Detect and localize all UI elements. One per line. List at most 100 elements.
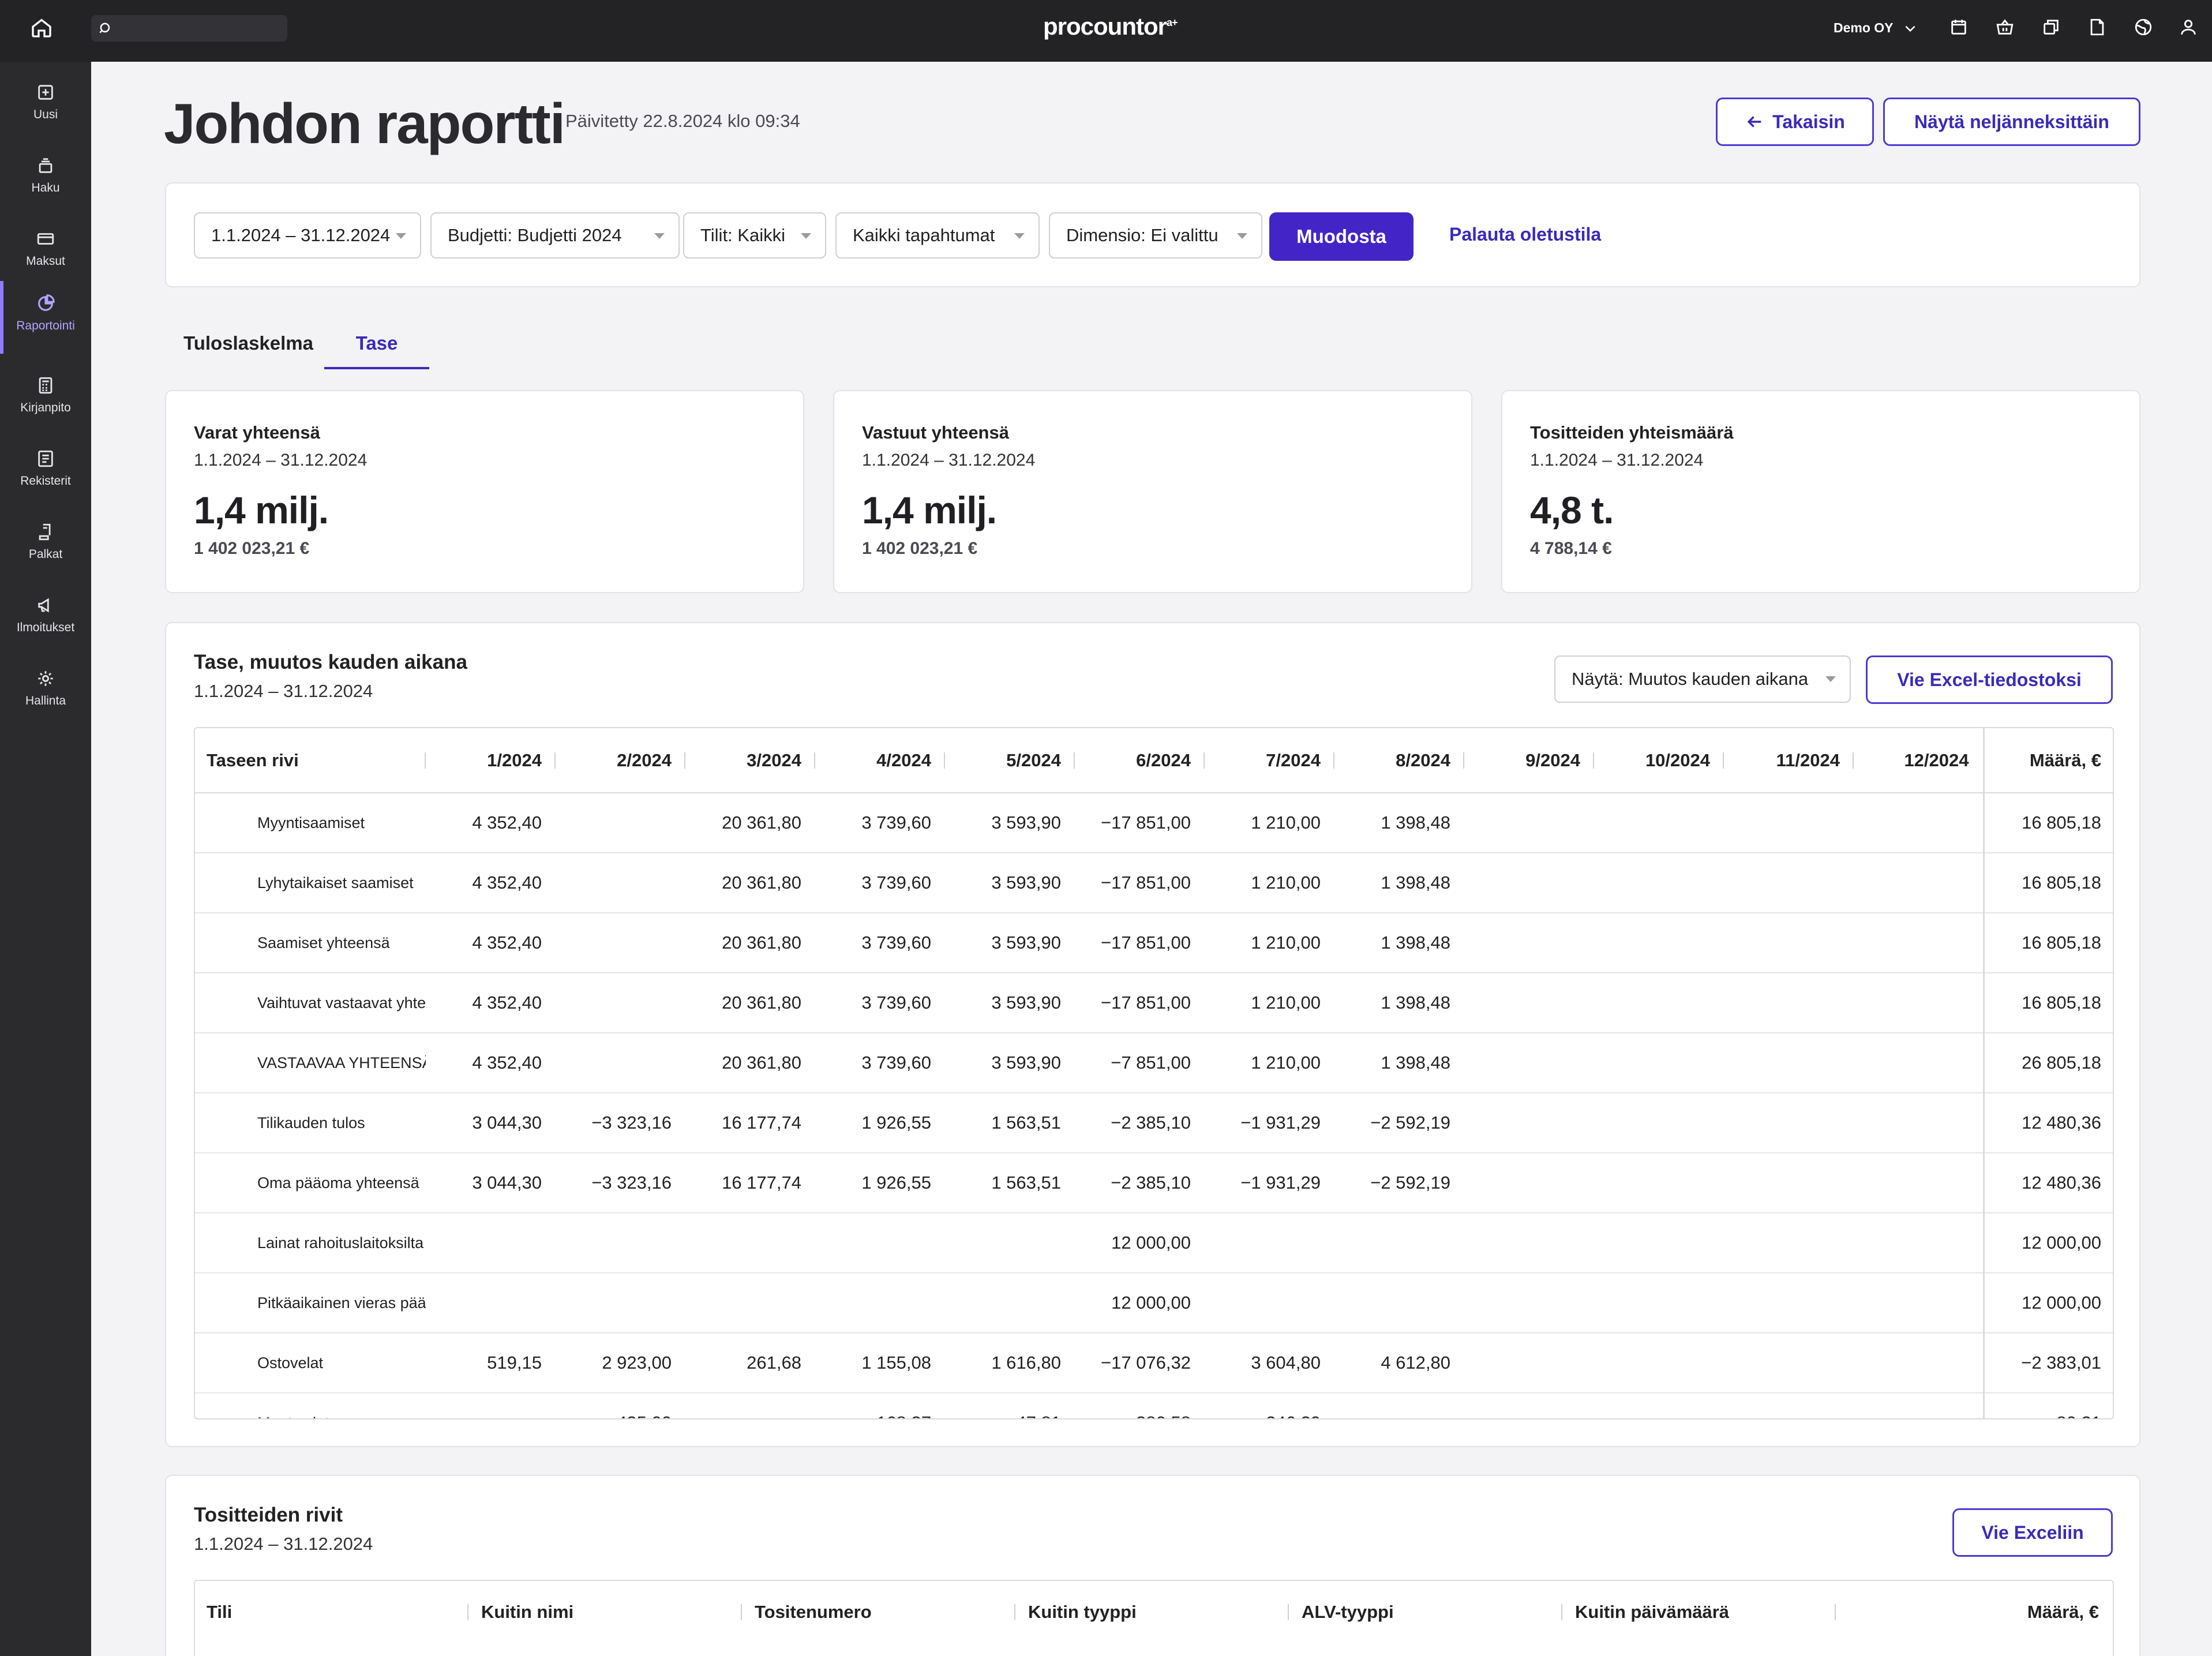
events-select[interactable]: Kaikki tapahtumat [835, 212, 1040, 258]
sidebar-item-raportointi[interactable]: Raportointi [0, 281, 91, 354]
table-cell: −17 076,32 [1075, 1333, 1205, 1393]
dimension-select-value: Dimensio: Ei valittu [1066, 225, 1219, 245]
table-cell: 4 352,40 [426, 793, 556, 853]
table-cell: 1 563,51 [945, 1093, 1075, 1153]
table-row[interactable]: Lainat rahoituslaitoksilta 12 000,00 12 00… [195, 1213, 2113, 1273]
column-header[interactable]: 3/2024 [685, 728, 815, 793]
gear-icon [38, 671, 53, 686]
show-quarterly-button[interactable]: Näytä neljänneksittäin [1883, 98, 2140, 146]
table-row[interactable]: Tilikauden tulos 3 044,30 −3 323,16 16 177,… [195, 1093, 2113, 1153]
sidebar-item-rekisterit[interactable]: Rekisterit [0, 436, 91, 509]
generate-button[interactable]: Muodosta [1269, 212, 1414, 261]
column-header[interactable]: 12/2024 [1854, 728, 1984, 793]
tab-balance-sheet[interactable]: Tase [355, 332, 398, 354]
column-header[interactable]: Kuitin nimi [481, 1602, 574, 1622]
table-cell: 3 593,90 [945, 973, 1075, 1033]
column-header[interactable]: Kuitin päivämäärä [1575, 1602, 1730, 1622]
column-header[interactable]: 6/2024 [1075, 728, 1205, 793]
table-cell: 20 361,80 [685, 1033, 815, 1093]
column-header[interactable]: Määrä, € [2027, 1602, 2099, 1622]
table-row[interactable]: Oma pääoma yhteensä 3 044,30 −3 323,16 16 1… [195, 1153, 2113, 1213]
column-header[interactable]: 1/2024 [426, 728, 556, 793]
row-label: VASTAAVAA YHTEENSÄ [195, 1033, 426, 1093]
tab-income-statement[interactable]: Tuloslaskelma [183, 332, 313, 354]
sidebar-item-uusi[interactable]: Uusi [0, 70, 91, 143]
kpi-title: Varat yhteensä [194, 422, 320, 443]
sidebar-item-hallinta[interactable]: Hallinta [0, 656, 91, 729]
period-select[interactable]: 1.1.2024 – 31.12.2024 [194, 212, 421, 258]
table-cell [1724, 1273, 1854, 1333]
column-header-label: Määrä, € [2029, 750, 2101, 770]
table-cell: 4 352,40 [426, 913, 556, 973]
column-header[interactable]: 8/2024 [1334, 728, 1464, 793]
column-header[interactable]: Tositenumero [755, 1602, 872, 1622]
column-header[interactable]: Tili [207, 1602, 233, 1622]
table-cell: 1 210,00 [1205, 793, 1334, 853]
company-selector[interactable]: Demo OY [1834, 20, 1918, 36]
column-header[interactable]: 2/2024 [556, 728, 685, 793]
table-cell: 12 000,00 [1075, 1273, 1205, 1333]
table-cell: −3 323,16 [556, 1153, 685, 1213]
export-to-excel-button[interactable]: Vie Exceliin [1952, 1508, 2113, 1557]
column-header[interactable]: 4/2024 [815, 728, 945, 793]
table-cell [556, 853, 685, 913]
table-cell: 2 923,00 [556, 1333, 685, 1393]
balance-table[interactable]: Taseen rivi 1/2024 2/2024 3/2024 4/2024 5/202… [194, 727, 2114, 1419]
sidebar-item-ilmoitukset[interactable]: Ilmoitukset [0, 583, 91, 655]
show-mode-select[interactable]: Näytä: Muutos kauden aikana [1554, 655, 1851, 703]
table-cell: 1 210,00 [1205, 913, 1334, 973]
user-icon[interactable] [2179, 17, 2202, 40]
table-row[interactable]: Muut velat 435,00 168,3747,81380,58246,29 8… [195, 1393, 2113, 1418]
dimension-select[interactable]: Dimensio: Ei valittu [1049, 212, 1262, 258]
back-button[interactable]: Takaisin [1716, 98, 1874, 146]
table-cell: 16 805,18 [1982, 853, 2113, 913]
column-header[interactable]: Kuitin tyyppi [1028, 1602, 1137, 1622]
column-header[interactable]: ALV-tyyppi [1302, 1602, 1394, 1622]
column-header[interactable]: Taseen rivi [195, 728, 426, 793]
row-label: Ostovelat [195, 1333, 426, 1393]
kpi-card-vouchers: Tositteiden yhteismäärä 1.1.2024 – 31.12… [1501, 390, 2140, 593]
table-row[interactable]: VASTAAVAA YHTEENSÄ 4 352,40 20 361,80 3 739… [195, 1033, 2113, 1093]
table-row[interactable]: Myyntisaamiset 4 352,40 20 361,80 3 739,60 3… [195, 793, 2113, 853]
table-cell [1724, 853, 1854, 913]
search-input[interactable] [91, 15, 287, 42]
budget-select[interactable]: Budjetti: Budjetti 2024 [430, 212, 680, 258]
sidebar-item-kirjanpito[interactable]: Kirjanpito [0, 363, 91, 436]
export-excel-button[interactable]: Vie Excel-tiedostoksi [1866, 655, 2113, 704]
sidebar-item-palkat[interactable]: Palkat [0, 509, 91, 582]
column-header[interactable]: 9/2024 [1464, 728, 1594, 793]
document-icon[interactable] [2087, 17, 2110, 40]
copy-icon[interactable] [2041, 17, 2064, 40]
reset-defaults-link[interactable]: Palauta oletustila [1449, 224, 1602, 245]
table-row[interactable]: Pitkäaikainen vieras pääoma 12 000,00 12 0… [195, 1273, 2113, 1333]
column-header-label: 9/2024 [1525, 750, 1580, 770]
sidebar-item-maksut[interactable]: Maksut [0, 216, 91, 289]
table-cell: −2 592,19 [1334, 1153, 1464, 1213]
column-header[interactable]: 5/2024 [945, 728, 1075, 793]
home-icon[interactable] [30, 16, 60, 46]
caret-down-icon [801, 233, 811, 239]
column-divider [1074, 752, 1075, 769]
table-cell: 16 805,18 [1982, 793, 2113, 853]
column-header[interactable]: Määrä, € [1982, 728, 2113, 793]
company-name: Demo OY [1834, 20, 1894, 35]
table-cell: 16 805,18 [1982, 973, 2113, 1033]
show-mode-select-value: Näytä: Muutos kauden aikana [1572, 669, 1809, 689]
sidebar-item-haku[interactable]: Haku [0, 143, 91, 216]
column-header-label: 1/2024 [487, 750, 542, 770]
column-divider [1204, 752, 1205, 769]
accounts-select[interactable]: Tilit: Kaikki [683, 212, 826, 258]
column-header[interactable]: 10/2024 [1594, 728, 1724, 793]
table-row[interactable]: Lyhytaikaiset saamiset 4 352,40 20 361,80 3… [195, 853, 2113, 913]
globe-icon[interactable] [2134, 17, 2157, 40]
table-row[interactable]: Saamiset yhteensä 4 352,40 20 361,80 3 739,… [195, 913, 2113, 973]
calendar-icon[interactable] [1949, 17, 1972, 40]
table-cell [1334, 1273, 1464, 1333]
sidebar-item-label: Ilmoitukset [16, 621, 75, 634]
column-header[interactable]: 11/2024 [1724, 728, 1854, 793]
column-header[interactable]: 7/2024 [1205, 728, 1334, 793]
basket-icon[interactable] [1995, 17, 2018, 40]
table-cell [815, 1273, 945, 1333]
table-row[interactable]: Ostovelat 519,15 2 923,00 261,68 1 155,08 1 6… [195, 1333, 2113, 1393]
